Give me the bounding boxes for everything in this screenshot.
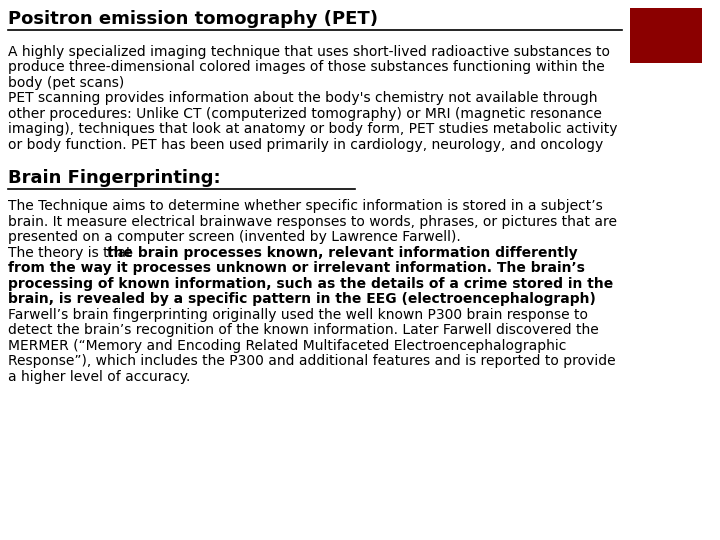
Text: processing of known information, such as the details of a crime stored in the: processing of known information, such as… [8,277,613,291]
Text: brain. It measure electrical brainwave responses to words, phrases, or pictures : brain. It measure electrical brainwave r… [8,215,617,229]
Text: presented on a computer screen (invented by Lawrence Farwell).: presented on a computer screen (invented… [8,231,461,245]
Text: MERMER (“Memory and Encoding Related Multifaceted Electroencephalographic: MERMER (“Memory and Encoding Related Mul… [8,339,567,353]
Text: a higher level of accuracy.: a higher level of accuracy. [8,370,190,384]
Text: body (pet scans): body (pet scans) [8,76,125,90]
Text: from the way it processes unknown or irrelevant information. The brain’s: from the way it processes unknown or irr… [8,261,585,275]
Text: .: . [443,292,451,306]
Text: Brain Fingerprinting:: Brain Fingerprinting: [8,168,220,187]
Text: The theory is that: The theory is that [8,246,136,260]
Text: The Technique aims to determine whether specific information is stored in a subj: The Technique aims to determine whether … [8,199,603,213]
Text: imaging), techniques that look at anatomy or body form, PET studies metabolic ac: imaging), techniques that look at anatom… [8,122,618,136]
Text: PET scanning provides information about the body's chemistry not available throu: PET scanning provides information about … [8,91,598,105]
Text: Positron emission tomography (PET): Positron emission tomography (PET) [8,10,378,28]
Text: detect the brain’s recognition of the known information. Later Farwell discovere: detect the brain’s recognition of the kn… [8,323,599,338]
Bar [630,8,702,63]
Text: or body function. PET has been used primarily in cardiology, neurology, and onco: or body function. PET has been used prim… [8,138,603,152]
Text: produce three-dimensional colored images of those substances functioning within : produce three-dimensional colored images… [8,60,605,74]
Text: Farwell’s brain fingerprinting originally used the well known P300 brain respons: Farwell’s brain fingerprinting originall… [8,308,588,322]
Text: the brain processes known, relevant information differently: the brain processes known, relevant info… [107,246,577,260]
Text: brain, is revealed by a specific pattern in the EEG (electroencephalograph): brain, is revealed by a specific pattern… [8,292,596,306]
Text: Response”), which includes the P300 and additional features and is reported to p: Response”), which includes the P300 and … [8,354,616,368]
Text: other procedures: Unlike CT (computerized tomography) or MRI (magnetic resonance: other procedures: Unlike CT (computerize… [8,107,602,121]
Text: A highly specialized imaging technique that uses short-lived radioactive substan: A highly specialized imaging technique t… [8,45,610,59]
